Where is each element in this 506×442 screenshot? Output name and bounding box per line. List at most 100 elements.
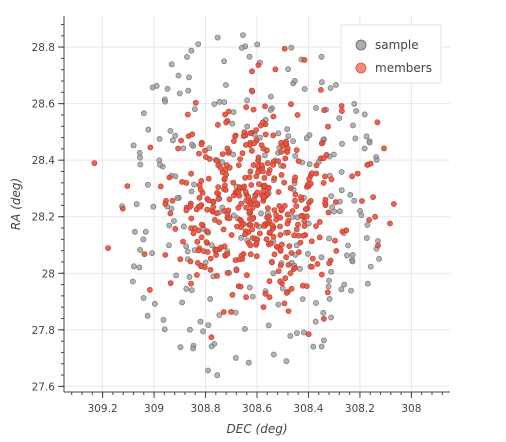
data-point-sample [326, 235, 332, 242]
data-point-members [220, 309, 227, 315]
data-point-members [278, 149, 284, 155]
data-point-members [262, 290, 269, 297]
data-point-sample [186, 74, 192, 81]
data-point-members [260, 304, 267, 310]
data-point-members [287, 185, 294, 191]
data-point-members [213, 210, 220, 217]
data-point-sample [367, 263, 374, 270]
data-point-members [221, 175, 228, 182]
data-point-sample [188, 47, 195, 54]
data-point-members [322, 196, 329, 203]
data-point-sample [338, 187, 345, 194]
data-point-members [260, 223, 267, 229]
data-point-sample [318, 254, 325, 261]
data-point-sample [172, 132, 179, 139]
data-point-members [281, 300, 288, 307]
data-point-members [237, 156, 243, 162]
data-point-members [105, 245, 111, 251]
data-point-members [302, 206, 309, 213]
data-point-members [287, 270, 294, 277]
data-point-sample [306, 161, 313, 168]
data-point-members [277, 262, 284, 269]
data-point-members [277, 278, 283, 285]
data-point-members [183, 207, 190, 214]
data-point-members [324, 289, 331, 296]
data-point-members [270, 132, 277, 139]
x-tick-label: 308.6 [242, 403, 272, 415]
legend-sample-marker [355, 39, 367, 51]
data-point-members [262, 131, 269, 138]
data-point-sample [137, 246, 143, 253]
data-point-members [279, 143, 286, 150]
data-point-members [232, 133, 238, 140]
data-point-members [207, 255, 214, 262]
data-point-sample [325, 283, 332, 290]
data-point-members [245, 193, 252, 200]
data-point-sample [336, 208, 343, 215]
data-point-members [297, 239, 304, 246]
data-point-sample [167, 127, 174, 134]
data-point-sample [363, 133, 370, 140]
data-point-sample [244, 123, 251, 130]
data-point-members [270, 233, 277, 240]
data-point-sample [136, 149, 143, 156]
data-point-sample [175, 72, 182, 79]
data-point-members [166, 174, 173, 181]
data-point-sample [326, 277, 332, 284]
data-point-sample [364, 222, 371, 228]
data-point-sample [211, 101, 218, 107]
data-point-sample [177, 344, 184, 351]
data-point-members [283, 254, 289, 261]
data-point-sample [285, 133, 292, 140]
data-point-sample [246, 284, 253, 291]
data-point-members [326, 260, 333, 267]
data-point-sample [207, 296, 214, 302]
x-tick-label: 309.2 [88, 403, 118, 415]
data-point-sample [184, 248, 191, 255]
data-point-sample [254, 41, 261, 48]
data-point-sample [140, 110, 147, 117]
data-point-members [172, 225, 179, 232]
data-point-members [268, 258, 275, 265]
data-point-members [194, 238, 201, 245]
data-point-members [281, 45, 288, 52]
data-point-members [229, 291, 236, 298]
data-point-members [249, 215, 256, 222]
data-point-members [251, 140, 257, 147]
data-point-sample [150, 203, 157, 210]
data-point-sample [245, 359, 252, 366]
data-point-sample [191, 181, 197, 188]
data-point-members [309, 255, 316, 262]
data-point-sample [287, 332, 294, 339]
data-point-sample [188, 188, 195, 195]
data-point-sample [188, 287, 195, 294]
data-point-sample [144, 181, 151, 188]
legend-box [340, 24, 442, 84]
data-point-members [316, 218, 323, 225]
data-point-sample [289, 213, 296, 220]
data-point-members [308, 238, 315, 245]
data-point-members [291, 177, 298, 184]
data-point-members [279, 206, 285, 213]
data-point-members [232, 257, 239, 264]
data-point-members [157, 183, 164, 190]
data-point-members [265, 184, 272, 191]
data-point-sample [275, 301, 282, 308]
data-point-members [249, 226, 255, 233]
data-point-members [197, 203, 204, 210]
data-point-members [275, 158, 281, 164]
data-point-members [248, 182, 255, 188]
data-point-sample [232, 354, 239, 361]
data-point-members [207, 266, 214, 273]
data-point-members [255, 181, 262, 187]
data-point-sample [300, 329, 307, 336]
data-point-members [264, 205, 271, 211]
data-point-sample [195, 41, 202, 47]
data-point-sample [179, 299, 185, 306]
data-point-members [255, 62, 262, 68]
data-point-members [238, 200, 244, 207]
y-tick-label: 28.8 [32, 42, 55, 54]
data-point-members [223, 119, 229, 126]
data-point-sample [349, 251, 356, 258]
data-point-sample [336, 115, 343, 121]
